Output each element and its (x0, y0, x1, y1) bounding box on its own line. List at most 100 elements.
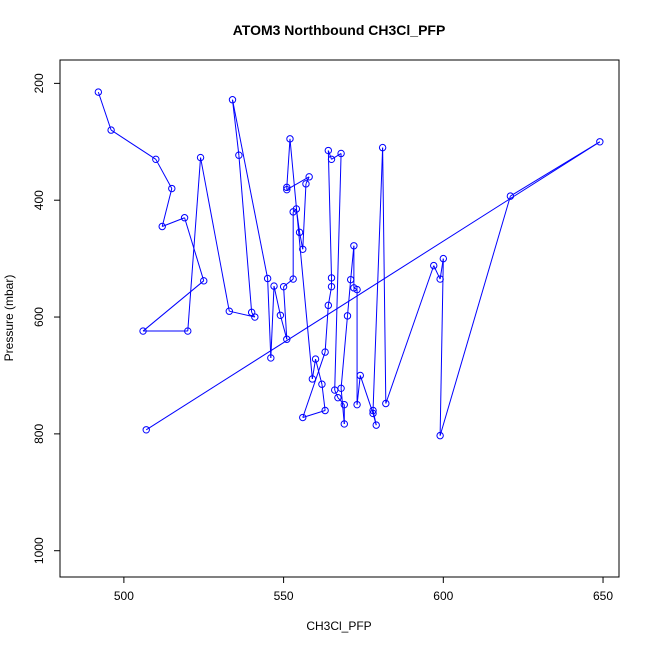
series-segment (382, 147, 387, 404)
data-point (276, 311, 285, 319)
series-segment (251, 312, 256, 318)
data-point (283, 185, 291, 194)
data-point (292, 205, 301, 213)
data-point (299, 245, 307, 253)
chart-title: ATOM3 Northbound CH3Cl_PFP (233, 22, 446, 38)
series-segment (155, 159, 173, 189)
series-segment (439, 195, 511, 436)
data-point (506, 192, 515, 200)
series-segment (97, 91, 112, 131)
data-point (321, 348, 329, 356)
series-segment (372, 410, 377, 426)
series-segment (145, 141, 601, 431)
data-point (283, 183, 291, 192)
series-segment (229, 310, 255, 318)
data-markers (94, 88, 604, 440)
data-point (318, 380, 326, 388)
data-point (324, 301, 333, 310)
series-segment (283, 278, 294, 288)
plot-frame (59, 59, 620, 578)
data-point (200, 277, 208, 285)
data-point (158, 222, 166, 231)
data-point (439, 254, 448, 263)
y-tick-label: 800 (32, 424, 46, 444)
x-tick-label: 650 (593, 589, 613, 603)
data-point (308, 375, 317, 383)
data-point (180, 214, 189, 222)
series-segment (286, 176, 310, 191)
data-point (289, 275, 297, 283)
series-segment (279, 315, 288, 340)
data-series (97, 91, 601, 436)
series-segment (359, 375, 374, 414)
series-segment (273, 285, 281, 316)
series-segment (232, 99, 269, 279)
series-segment (331, 153, 342, 160)
data-point (267, 354, 275, 362)
data-point (247, 308, 256, 317)
data-point (372, 421, 380, 429)
data-point (356, 371, 364, 380)
data-point (337, 149, 345, 158)
series-segment (372, 147, 384, 411)
series-segment (238, 155, 253, 313)
series-segment (162, 217, 185, 227)
series-segment (337, 397, 345, 406)
data-point (337, 384, 345, 393)
y-axis-label: Pressure (mbar) (2, 275, 16, 362)
series-segment (346, 279, 352, 316)
data-point (311, 355, 320, 363)
data-point (263, 274, 272, 283)
data-point (279, 282, 288, 291)
series-segment (334, 153, 342, 391)
series-segment (340, 315, 348, 389)
series-segment (187, 157, 202, 332)
data-point (152, 155, 160, 164)
data-point (343, 312, 352, 320)
data-point (225, 307, 233, 315)
series-segment (350, 245, 355, 280)
series-segment (327, 150, 332, 160)
series-segment (270, 286, 275, 358)
data-point (142, 426, 150, 434)
data-point (321, 406, 329, 415)
data-point (378, 143, 387, 152)
x-tick-label: 500 (114, 589, 134, 603)
x-axis: 500 550 600 650 (114, 576, 613, 603)
data-point (324, 146, 333, 155)
data-point (270, 282, 278, 290)
series-segment (327, 150, 333, 278)
data-point (196, 153, 205, 162)
data-point (327, 282, 336, 291)
series-segment (200, 157, 230, 312)
data-point (286, 135, 294, 143)
series-segment (283, 286, 288, 340)
series-segment (305, 176, 310, 185)
series-segment (334, 389, 339, 398)
data-point (299, 413, 307, 422)
series-segment (267, 278, 272, 358)
data-point (350, 242, 358, 250)
series-segment (324, 305, 329, 353)
y-tick-label: 1000 (32, 537, 46, 564)
x-tick-label: 600 (433, 589, 453, 603)
data-point (327, 155, 336, 164)
data-point (353, 400, 361, 409)
data-point (436, 431, 444, 440)
series-segment (302, 410, 326, 418)
x-tick-label: 550 (274, 589, 294, 603)
data-point (283, 335, 291, 343)
data-point (346, 275, 355, 284)
series-segment (385, 265, 435, 404)
data-point (340, 420, 348, 428)
data-point (340, 400, 348, 409)
series-segment (321, 384, 326, 411)
data-point (369, 409, 377, 418)
data-point (353, 285, 361, 294)
data-point (369, 406, 377, 415)
data-point (334, 393, 342, 402)
series-segment (439, 258, 444, 436)
series-segment (231, 99, 240, 156)
data-point (305, 173, 313, 181)
